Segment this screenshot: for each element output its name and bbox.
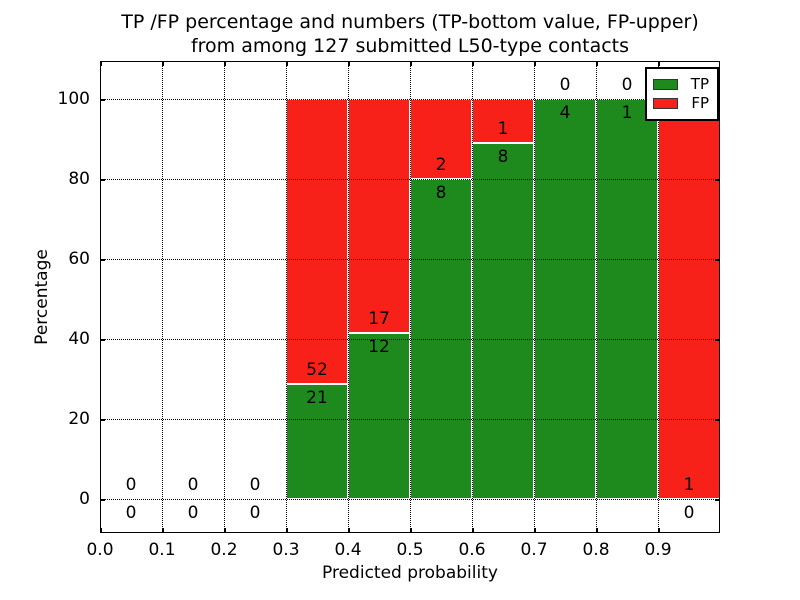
bar-segment-fp xyxy=(658,99,720,499)
chart-title-line1: TP /FP percentage and numbers (TP-bottom… xyxy=(121,11,699,33)
tick-mark-x xyxy=(100,61,102,66)
gridline-vertical xyxy=(658,61,659,533)
tick-mark-y xyxy=(100,179,105,181)
y-tick-label: 80 xyxy=(68,169,90,189)
tick-mark-x xyxy=(224,61,226,66)
bar-count-label-tp: 1 xyxy=(621,103,633,123)
tick-mark-y xyxy=(100,99,105,101)
x-tick-label: 0.7 xyxy=(520,540,548,560)
tick-mark-y xyxy=(715,179,720,181)
bar-count-label-tp: 0 xyxy=(125,503,137,523)
tp-color-swatch xyxy=(653,79,678,90)
bar-count-label-fp: 0 xyxy=(187,475,199,495)
x-tick-label: 0.5 xyxy=(396,540,424,560)
tick-mark-x xyxy=(472,528,474,533)
y-tick-label: 40 xyxy=(68,329,90,349)
tick-mark-x xyxy=(596,528,598,533)
x-tick-label: 0.3 xyxy=(272,540,300,560)
bar-segment-tp xyxy=(472,143,534,499)
bar-segment-tp xyxy=(596,99,658,499)
tick-mark-y xyxy=(715,419,720,421)
tick-mark-y xyxy=(715,259,720,261)
bar-count-label-fp: 0 xyxy=(125,475,137,495)
legend-label-fp: FP xyxy=(691,94,709,112)
gridline-vertical xyxy=(286,61,287,533)
bar-count-label-fp: 2 xyxy=(435,155,447,175)
gridline-vertical xyxy=(472,61,473,533)
tick-mark-x xyxy=(410,528,412,533)
bar-segment-fp xyxy=(348,99,410,334)
bar-segment-fp xyxy=(286,99,348,384)
chart-title: TP /FP percentage and numbers (TP-bottom… xyxy=(100,10,720,58)
bar-count-label-tp: 0 xyxy=(683,503,695,523)
tick-mark-y xyxy=(100,499,105,501)
x-tick-label: 0.8 xyxy=(582,540,610,560)
gridline-vertical xyxy=(534,61,535,533)
y-tick-label: 60 xyxy=(68,249,90,269)
legend-item-fp: FP xyxy=(653,95,709,112)
x-tick-label: 0.9 xyxy=(644,540,672,560)
tick-mark-y xyxy=(100,419,105,421)
fp-color-swatch xyxy=(653,98,678,109)
legend-item-tp: TP xyxy=(653,76,709,93)
tick-mark-x xyxy=(162,61,164,66)
gridline-vertical xyxy=(162,61,163,533)
y-tick-label: 100 xyxy=(57,89,90,109)
tick-mark-x xyxy=(534,61,536,66)
tick-mark-x xyxy=(100,528,102,533)
bar-count-label-fp: 1 xyxy=(683,475,695,495)
legend: TP FP xyxy=(645,67,719,121)
x-tick-label: 0.6 xyxy=(458,540,486,560)
bar-segment-tp xyxy=(534,99,596,499)
tick-mark-x xyxy=(348,528,350,533)
tick-mark-x xyxy=(410,61,412,66)
bar-count-label-fp: 0 xyxy=(621,75,633,95)
bar-count-label-fp: 0 xyxy=(559,75,571,95)
bar-count-label-fp: 0 xyxy=(249,475,261,495)
bar-count-label-fp: 52 xyxy=(306,359,328,380)
bar-segment-tp xyxy=(348,333,410,499)
bar-count-label-tp: 12 xyxy=(368,337,390,358)
y-tick-label: 0 xyxy=(79,489,90,509)
tick-mark-y xyxy=(100,339,105,341)
tick-mark-x xyxy=(348,61,350,66)
x-axis-label: Predicted probability xyxy=(322,563,498,583)
bar-count-label-tp: 0 xyxy=(187,503,199,523)
gridline-vertical xyxy=(410,61,411,533)
bar-count-label-tp: 0 xyxy=(249,503,261,523)
tick-mark-x xyxy=(224,528,226,533)
x-tick-label: 0.2 xyxy=(210,540,238,560)
gridline-vertical xyxy=(348,61,349,533)
tick-mark-x xyxy=(286,528,288,533)
chart-title-line2: from among 127 submitted L50-type contac… xyxy=(190,35,630,57)
plot-area: 0 0 0 0 0 0 52 21 17 12 2 8 1 8 0 4 0 1 1 0 xyxy=(100,61,720,533)
tick-mark-y xyxy=(715,499,720,501)
bar-count-label-tp: 8 xyxy=(497,147,509,168)
y-tick-label: 20 xyxy=(68,409,90,429)
tick-mark-x xyxy=(658,61,660,66)
bar-count-label-tp: 8 xyxy=(435,183,447,203)
x-tick-label: 0.0 xyxy=(86,540,114,560)
x-tick-label: 0.1 xyxy=(148,540,176,560)
tick-mark-x xyxy=(534,528,536,533)
bar-count-label-tp: 21 xyxy=(306,387,328,408)
bar-count-label-fp: 1 xyxy=(497,119,509,140)
bar-count-label-tp: 4 xyxy=(559,103,571,123)
tick-mark-x xyxy=(472,61,474,66)
y-axis-label: Percentage xyxy=(32,249,52,345)
gridline-vertical xyxy=(596,61,597,533)
legend-label-tp: TP xyxy=(690,75,709,93)
tick-mark-x xyxy=(162,528,164,533)
bar-count-label-fp: 17 xyxy=(368,309,390,330)
x-tick-label: 0.4 xyxy=(334,540,362,560)
tick-mark-x xyxy=(596,61,598,66)
tick-mark-y xyxy=(715,339,720,341)
gridline-vertical xyxy=(224,61,225,533)
tick-mark-x xyxy=(286,61,288,66)
tick-mark-y xyxy=(100,259,105,261)
tick-mark-x xyxy=(658,528,660,533)
